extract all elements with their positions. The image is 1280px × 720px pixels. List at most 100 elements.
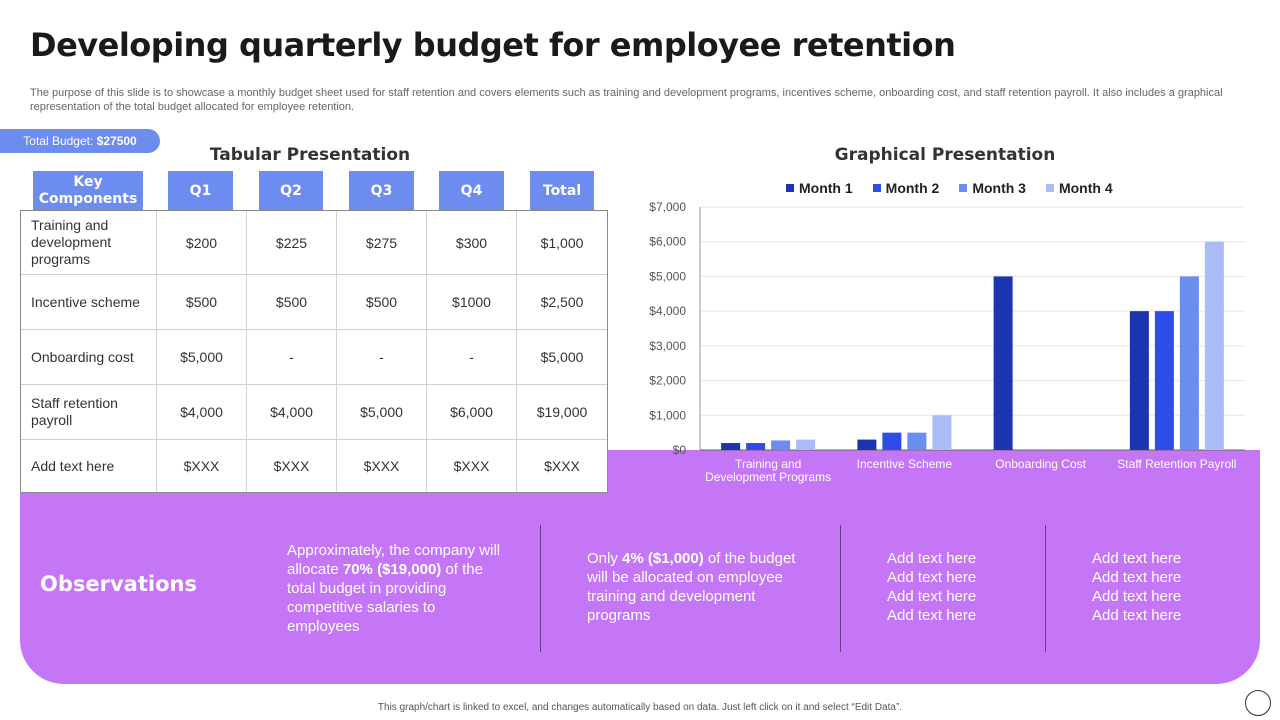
observation-1: Approximately, the company will allocate… <box>287 541 502 636</box>
observation-4-line: Add text here <box>1092 588 1182 605</box>
table-cell-component: Onboarding cost <box>21 330 157 384</box>
observation-4-line: Add text here <box>1092 607 1182 624</box>
table-header-q1: Q1 <box>168 171 233 211</box>
table-row: Training and development programs $200 $… <box>21 211 607 275</box>
table-cell: $200 <box>157 211 247 274</box>
observation-1-bold: 70% ($19,000) <box>342 561 442 578</box>
observation-2-pre: Only <box>587 550 623 567</box>
table-cell: $2,500 <box>540 294 584 310</box>
y-tick-label: $7,000 <box>649 200 686 214</box>
table-header-q3: Q3 <box>349 171 414 211</box>
table-cell: $XXX <box>427 440 517 492</box>
observation-4-line: Add text here <box>1092 569 1182 586</box>
table-cell-component: Staff retention payroll <box>21 385 157 439</box>
x-tick-label: Incentive Scheme <box>857 457 953 471</box>
table-cell: $5,000 <box>337 385 427 439</box>
legend-item: Month 3 <box>959 180 1026 196</box>
bar <box>993 276 1013 450</box>
table-cell: $19,000 <box>536 404 588 420</box>
total-budget-badge: Total Budget: $27500 <box>0 129 160 153</box>
table-cell: $500 <box>157 275 247 329</box>
page-title: Developing quarterly budget for employee… <box>30 26 956 64</box>
observation-1-pre: Approximately, the company will allocate <box>287 542 501 578</box>
table-cell-component: Incentive scheme <box>21 275 157 329</box>
legend-item: Month 2 <box>872 180 940 196</box>
circle-icon <box>1245 690 1271 716</box>
bar <box>907 432 927 450</box>
y-tick-label: $5,000 <box>649 269 686 283</box>
legend-label: Month 2 <box>885 180 940 196</box>
legend-label: Month 3 <box>972 180 1026 196</box>
observation-2-post: of the budget will be allocated on emplo… <box>587 550 796 624</box>
x-tick-label: Development Programs <box>705 470 831 484</box>
legend-swatch <box>959 184 968 192</box>
observation-divider <box>540 525 541 652</box>
total-budget-value: $27500 <box>96 134 137 148</box>
legend-item: Month 4 <box>1045 180 1113 196</box>
observation-3-line: Add text here <box>887 588 977 605</box>
observation-4-line: Add text here <box>1092 550 1182 567</box>
bar <box>771 440 791 450</box>
table-header-q2: Q2 <box>259 171 323 211</box>
table-row: Onboarding cost $5,000 - - - $5,000 <box>21 330 607 385</box>
table-cell-component: Training and development programs <box>21 211 157 274</box>
y-tick-label: $2,000 <box>649 374 686 388</box>
table-cell: $XXX <box>337 440 427 492</box>
table-cell: $1000 <box>427 275 517 329</box>
tabular-title: Tabular Presentation <box>209 145 411 165</box>
observation-3-line: Add text here <box>887 607 977 624</box>
x-tick-label: Onboarding Cost <box>995 457 1086 471</box>
legend-label: Month 1 <box>799 180 853 196</box>
observation-1-post: of the total budget in providing competi… <box>287 561 483 635</box>
bar <box>1179 276 1199 450</box>
legend-swatch <box>1045 184 1054 192</box>
budget-table: Training and development programs $200 $… <box>20 210 608 493</box>
table-cell: $5,000 <box>157 330 247 384</box>
bar <box>857 439 877 450</box>
observation-3-line: Add text here <box>887 550 977 567</box>
graphical-title: Graphical Presentation <box>834 145 1056 165</box>
y-tick-label: $3,000 <box>649 339 686 353</box>
bar <box>1204 241 1224 450</box>
bar <box>746 443 766 450</box>
budget-bar-chart: $0 $1,000 $2,000 $3,000 $4,000 $5,000 $6,000 $7… <box>649 200 1245 484</box>
legend-swatch <box>872 184 881 192</box>
observation-2: Only 4% ($1,000) of the budget will be a… <box>587 549 802 625</box>
table-cell: $4,000 <box>157 385 247 439</box>
table-cell: $500 <box>247 275 337 329</box>
footer-note: This graph/chart is linked to excel, and… <box>377 702 903 713</box>
table-header-total: Total <box>530 171 594 211</box>
bar <box>721 443 741 450</box>
table-header-q4: Q4 <box>439 171 504 211</box>
table-cell: $XXX <box>157 440 247 492</box>
total-budget-label: Total Budget: <box>23 134 94 148</box>
bar <box>1129 311 1149 450</box>
table-row: Staff retention payroll $4,000 $4,000 $5… <box>21 385 607 440</box>
observation-2-bold: 4% ($1,000) <box>622 550 704 567</box>
table-cell: - <box>247 330 337 384</box>
y-tick-label: $1,000 <box>649 408 686 422</box>
chart-legend: Month 1 Month 2 Month 3 Month 4 <box>786 180 1113 196</box>
bar <box>796 439 816 450</box>
observation-3: Add text here Add text here Add text her… <box>887 549 1027 625</box>
table-cell: $XXX <box>247 440 337 492</box>
table-cell: $XXX <box>544 458 580 474</box>
legend-label: Month 4 <box>1058 180 1113 196</box>
y-tick-label: $4,000 <box>649 304 686 318</box>
table-cell: - <box>337 330 427 384</box>
table-cell-component: Add text here <box>21 440 157 492</box>
observation-3-line: Add text here <box>887 569 977 586</box>
table-cell: $4,000 <box>247 385 337 439</box>
y-tick-label: $6,000 <box>649 235 686 249</box>
table-cell: $6,000 <box>427 385 517 439</box>
table-row: Incentive scheme $500 $500 $500 $1000 $2… <box>21 275 607 330</box>
table-row: Add text here $XXX $XXX $XXX $XXX $XXX <box>21 440 607 492</box>
table-cell: $225 <box>247 211 337 274</box>
legend-swatch <box>786 184 794 192</box>
table-cell: $275 <box>337 211 427 274</box>
table-cell: $500 <box>337 275 427 329</box>
observations-label: Observations <box>40 572 197 596</box>
legend-item: Month 1 <box>786 180 853 196</box>
bar <box>932 415 952 450</box>
y-tick-label: $0 <box>673 443 687 457</box>
